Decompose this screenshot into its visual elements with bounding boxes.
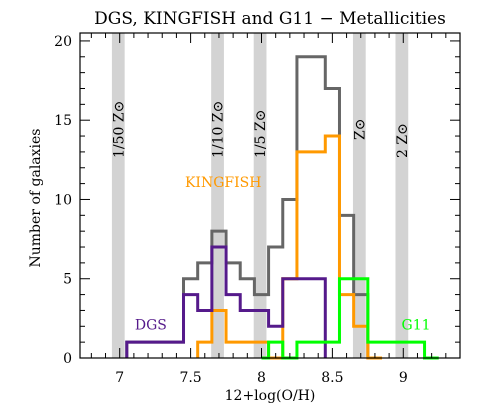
y-tick-label: 15 bbox=[54, 113, 72, 129]
axis-ticks bbox=[80, 33, 461, 359]
x-tick-label: 7.5 bbox=[179, 370, 201, 386]
y-tick-label: 20 bbox=[54, 34, 72, 50]
y-axis-label: Number of galaxies bbox=[28, 129, 44, 268]
x-tick-label: 8.5 bbox=[321, 370, 343, 386]
annotation-g11: G11 bbox=[402, 317, 431, 333]
plot-border bbox=[79, 32, 461, 359]
series-dgs-line bbox=[125, 245, 327, 358]
plot-frame bbox=[79, 32, 461, 359]
reference-label-3: Z⊙ bbox=[352, 119, 368, 140]
y-tick-label: 10 bbox=[54, 192, 72, 208]
reference-bands bbox=[111, 33, 409, 358]
reference-band-1 bbox=[211, 33, 224, 358]
reference-labels: 1/50 Z⊙ 1/10 Z⊙ 1/5 Z⊙ Z⊙ 2 Z⊙ bbox=[111, 101, 411, 158]
tick-labels: 7 7.5 8 8.5 9 0 5 10 15 20 bbox=[54, 34, 408, 386]
series-annotations: KINGFISH DGS G11 bbox=[135, 175, 431, 334]
histogram-series bbox=[125, 55, 439, 360]
chart-title: DGS, KINGFISH and G11 − Metallicities bbox=[94, 9, 446, 29]
annotation-dgs: DGS bbox=[135, 317, 167, 333]
x-axis-label: 12+log(O/H) bbox=[225, 388, 316, 404]
y-tick-label: 5 bbox=[63, 272, 72, 288]
series-total-line bbox=[125, 55, 370, 358]
reference-band-4 bbox=[395, 33, 409, 358]
reference-band-0 bbox=[111, 33, 125, 358]
reference-label-0: 1/50 Z⊙ bbox=[111, 101, 127, 158]
reference-label-1: 1/10 Z⊙ bbox=[211, 101, 227, 158]
reference-band-2 bbox=[253, 33, 267, 358]
y-tick-label: 0 bbox=[63, 351, 72, 367]
annotation-kingfish: KINGFISH bbox=[185, 175, 261, 191]
x-tick-label: 9 bbox=[399, 370, 408, 386]
reference-label-4: 2 Z⊙ bbox=[395, 123, 411, 158]
x-tick-label: 7 bbox=[115, 370, 124, 386]
reference-band-3 bbox=[352, 33, 366, 358]
x-tick-label: 8 bbox=[257, 370, 266, 386]
reference-label-2: 1/5 Z⊙ bbox=[253, 110, 269, 158]
series-g11-line bbox=[261, 277, 439, 360]
